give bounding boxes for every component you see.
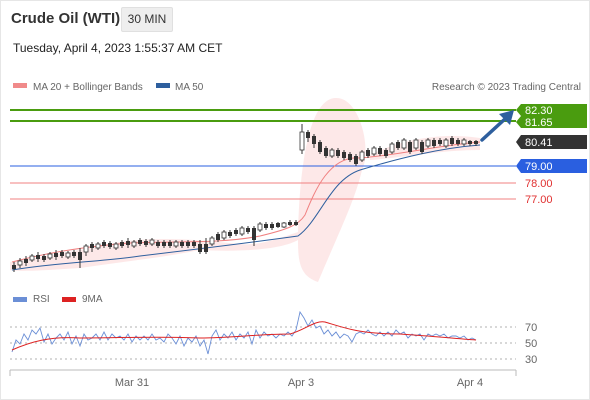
interval-button[interactable]: 30 MIN <box>121 7 173 32</box>
target-2-tag <box>516 104 587 116</box>
ma20-legend-label: MA 20 + Bollinger Bands <box>33 82 143 93</box>
rsi-axis-30: 30 <box>525 354 537 366</box>
forecast-arrow-icon <box>480 110 514 142</box>
rsi-legend-swatch <box>13 297 27 302</box>
last-price-label: 80.41 <box>525 137 553 149</box>
chart-header: Crude Oil (WTI) 30 MIN <box>0 0 590 36</box>
x-axis-label-mar31: Mar 31 <box>115 377 149 389</box>
rsi-axis-50: 50 <box>525 338 537 350</box>
last-price-tag <box>516 135 587 149</box>
candlestick-series <box>12 124 478 272</box>
pivot-tag <box>516 159 587 173</box>
pivot-label: 79.00 <box>525 161 553 173</box>
support-1-label: 78.00 <box>525 178 553 190</box>
ma20-legend-swatch <box>13 83 27 88</box>
target-1-tag <box>516 116 587 128</box>
support-2-label: 77.00 <box>525 194 553 206</box>
target-2-label: 82.30 <box>525 105 553 117</box>
rsi-ma9-line <box>11 321 477 351</box>
ma50-line <box>11 144 481 271</box>
ma9-legend-label: 9MA <box>82 294 103 305</box>
rsi-axis-70: 70 <box>525 322 537 334</box>
x-axis-label-apr3: Apr 3 <box>288 377 314 389</box>
target-1-label: 81.65 <box>525 117 553 129</box>
ma50-legend-swatch <box>156 83 170 88</box>
rsi-legend-label: RSI <box>33 294 50 305</box>
credit-text: Research © 2023 Trading Central <box>432 82 581 93</box>
chart-datetime: Tuesday, April 4, 2023 1:55:37 AM CET <box>13 41 223 55</box>
rsi-line <box>11 310 477 355</box>
ma20-line <box>11 141 481 263</box>
instrument-title: Crude Oil (WTI) <box>11 10 121 27</box>
ma50-legend-label: MA 50 <box>175 82 204 93</box>
x-axis-label-apr4: Apr 4 <box>457 377 483 389</box>
ma9-legend-swatch <box>62 297 76 302</box>
